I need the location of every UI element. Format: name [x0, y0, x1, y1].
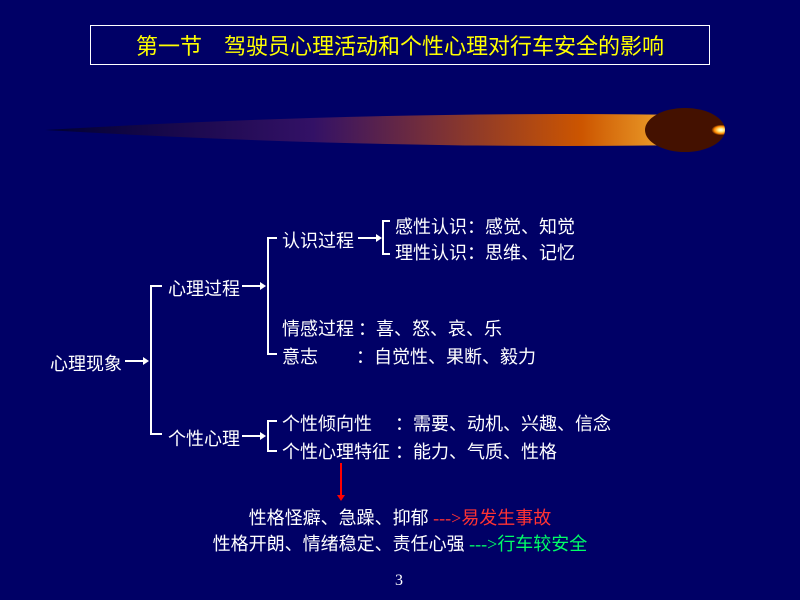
leaf-a3: ：自觉性、果断、毅力: [320, 343, 536, 369]
footer1-text: 性格怪癖、急躁、抑郁: [249, 508, 429, 528]
node-l2a: 心理过程: [168, 275, 240, 301]
node-l3b1: 个性倾向性: [282, 410, 372, 436]
footer2-result: 行车较安全: [497, 534, 587, 554]
footer2-text: 性格开朗、情绪稳定、责任心强: [213, 534, 465, 554]
node-l3a2: 情感过程: [282, 315, 354, 341]
bracket: [150, 285, 162, 435]
leaf-b2: ：能力、气质、性格: [395, 438, 557, 464]
leaf-a1-1: 感性认识：感觉、知觉: [395, 213, 575, 239]
decorative-streak: [45, 100, 725, 160]
node-l3b2: 个性心理特征: [282, 438, 390, 464]
leaf-a2: ：喜、怒、哀、乐: [358, 315, 502, 341]
node-l3a1: 认识过程: [282, 227, 354, 253]
node-root: 心理现象: [50, 350, 122, 376]
bracket: [267, 237, 277, 355]
arrow: [242, 285, 260, 287]
arrow: [242, 435, 260, 437]
bracket: [382, 220, 390, 255]
title-box: 第一节 驾驶员心理活动和个性心理对行车安全的影响: [90, 25, 710, 65]
red-down-arrow: [340, 463, 342, 495]
leaf-a1-2: 理性认识：思维、记忆: [395, 239, 575, 265]
leaf-b1: ：需要、动机、兴趣、信念: [395, 410, 611, 436]
arrow: [125, 360, 143, 362]
bracket: [267, 420, 277, 452]
page-number: 3: [395, 572, 403, 590]
node-l2b: 个性心理: [168, 425, 240, 451]
footer1-arrow: --->: [429, 508, 462, 528]
arrow: [358, 237, 376, 239]
footer-block: 性格怪癖、急躁、抑郁 --->易发生事故 性格开朗、情绪稳定、责任心强 --->…: [0, 505, 800, 557]
page-title: 第一节 驾驶员心理活动和个性心理对行车安全的影响: [136, 29, 664, 61]
footer2-arrow: --->: [465, 534, 498, 554]
footer1-result: 易发生事故: [461, 508, 551, 528]
node-l3a3: 意志: [282, 343, 318, 369]
